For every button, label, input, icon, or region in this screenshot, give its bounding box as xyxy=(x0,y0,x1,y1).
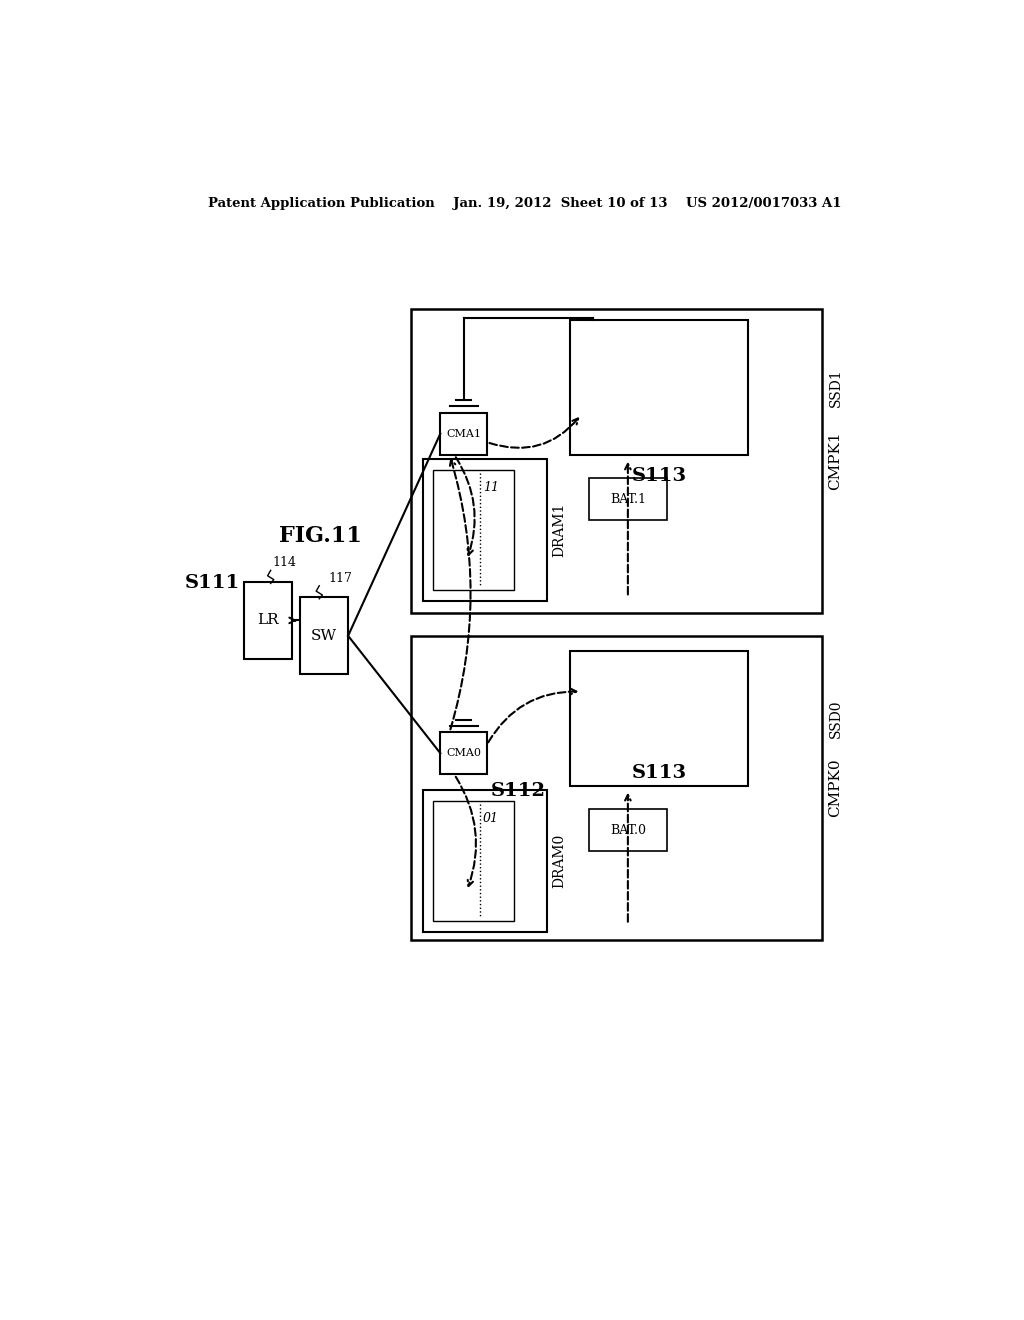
Bar xyxy=(411,309,821,612)
Text: BAT.0: BAT.0 xyxy=(610,824,646,837)
Bar xyxy=(589,478,667,520)
Bar xyxy=(569,651,748,785)
Text: CMA1: CMA1 xyxy=(446,429,481,438)
Bar xyxy=(423,789,547,932)
Text: 117: 117 xyxy=(328,572,352,585)
Text: LR: LR xyxy=(257,614,280,627)
Bar xyxy=(411,636,821,940)
Text: SSD0: SSD0 xyxy=(828,700,843,738)
Text: 114: 114 xyxy=(272,556,296,569)
Bar xyxy=(432,470,514,590)
Text: S113: S113 xyxy=(632,764,687,781)
Bar xyxy=(440,412,486,455)
Text: Patent Application Publication    Jan. 19, 2012  Sheet 10 of 13    US 2012/00170: Patent Application Publication Jan. 19, … xyxy=(208,197,842,210)
Text: DRAM0: DRAM0 xyxy=(552,834,566,888)
Bar xyxy=(300,597,348,675)
Bar xyxy=(569,321,748,455)
Text: 01: 01 xyxy=(483,812,499,825)
Bar xyxy=(432,801,514,921)
Text: S111: S111 xyxy=(185,574,241,593)
Text: BAT.1: BAT.1 xyxy=(610,492,646,506)
Bar xyxy=(245,582,292,659)
Text: SSD1: SSD1 xyxy=(828,368,843,407)
Text: SW: SW xyxy=(311,628,337,643)
Text: DRAM1: DRAM1 xyxy=(552,503,566,557)
Text: CMPK1: CMPK1 xyxy=(828,432,843,490)
Text: S112: S112 xyxy=(490,781,546,800)
Bar xyxy=(589,809,667,851)
Bar xyxy=(440,733,486,775)
Text: CMA0: CMA0 xyxy=(446,748,481,758)
Text: CMPK0: CMPK0 xyxy=(828,759,843,817)
Bar xyxy=(423,459,547,601)
Text: 11: 11 xyxy=(483,480,499,494)
Text: FIG.11: FIG.11 xyxy=(280,525,362,546)
Text: S113: S113 xyxy=(632,467,687,484)
